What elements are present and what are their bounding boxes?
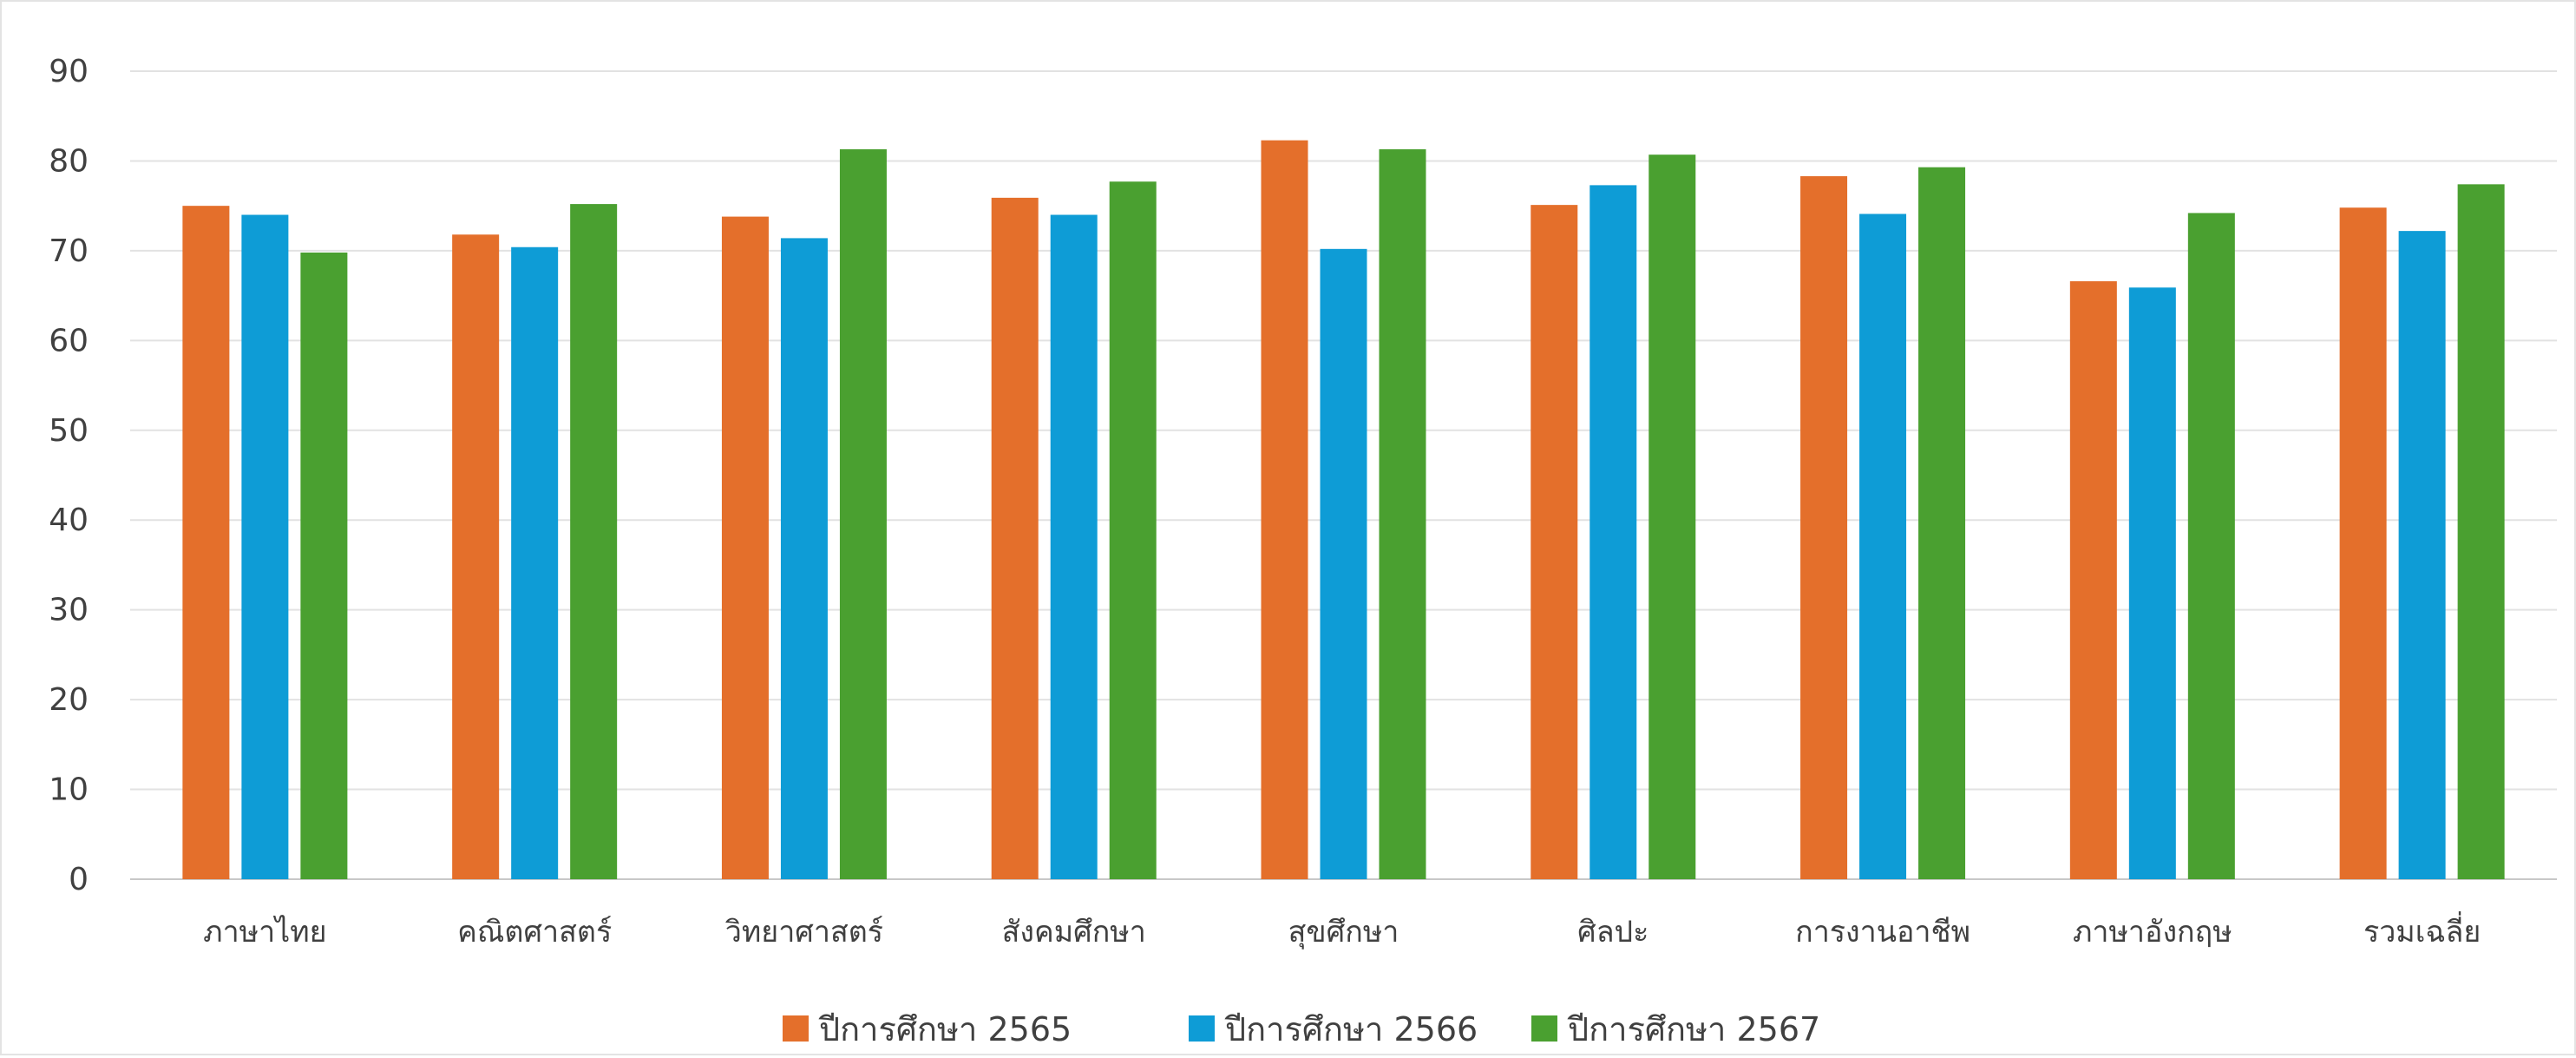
- legend-label: ปีการศึกษา 2565: [818, 1010, 1072, 1048]
- bar: [182, 206, 230, 879]
- legend-label: ปีการศึกษา 2566: [1224, 1010, 1478, 1048]
- bar: [241, 214, 289, 879]
- legend-item: ปีการศึกษา 2567: [1531, 1010, 1820, 1048]
- x-axis-ticks: ภาษาไทย คณิตศาสตร์ วิทยาศาสตร์ สังคมศึกษา สุ…: [203, 911, 2481, 950]
- x-tick-label: วิทยาศาสตร์: [725, 915, 883, 950]
- x-tick-label: รวมเฉลี่ย: [2363, 911, 2481, 950]
- y-tick-label: 50: [49, 413, 88, 449]
- bar: [1531, 205, 1578, 880]
- bar: [1050, 214, 1098, 879]
- bar: [721, 216, 769, 879]
- y-tick-label: 80: [49, 143, 88, 179]
- legend-label: ปีการศึกษา 2567: [1567, 1010, 1820, 1048]
- x-tick-label: การงานอาชีพ: [1795, 915, 1970, 950]
- bar: [1859, 214, 1907, 879]
- bar: [2457, 184, 2505, 880]
- legend-swatch: [1531, 1015, 1557, 1042]
- bar: [2187, 213, 2235, 880]
- legend-item: ปีการศึกษา 2565: [783, 1010, 1072, 1048]
- bar: [1800, 176, 1848, 879]
- x-tick-label: คณิตศาสตร์: [457, 915, 612, 950]
- bars: [182, 140, 2505, 880]
- x-tick-label: ภาษาอังกฤษ: [2073, 915, 2232, 950]
- y-axis-ticks: 0 10 20 30 40 50 60 70 80 90: [49, 54, 88, 897]
- bar: [839, 148, 887, 879]
- y-tick-label: 10: [49, 772, 88, 808]
- bar: [1649, 154, 1696, 879]
- legend-swatch: [1189, 1015, 1215, 1042]
- bar: [570, 204, 618, 879]
- legend-swatch: [783, 1015, 809, 1042]
- bar: [452, 234, 500, 879]
- bar: [2069, 281, 2117, 879]
- bar: [2128, 287, 2176, 879]
- bar: [1261, 140, 1308, 879]
- x-tick-label: สังคมศึกษา: [1002, 915, 1146, 950]
- bar: [1379, 148, 1426, 879]
- legend-item: ปีการศึกษา 2566: [1189, 1010, 1478, 1048]
- bar: [780, 238, 828, 879]
- y-tick-label: 0: [69, 862, 88, 897]
- x-tick-label: สุขศึกษา: [1288, 915, 1399, 950]
- x-tick-label: ศิลปะ: [1577, 915, 1649, 950]
- bar: [511, 246, 559, 879]
- bar: [1109, 181, 1157, 879]
- y-tick-label: 20: [49, 682, 88, 718]
- bar: [300, 252, 348, 879]
- y-tick-label: 70: [49, 233, 88, 269]
- bar: [2339, 207, 2387, 880]
- x-tick-label: ภาษาไทย: [203, 915, 326, 950]
- bar: [1918, 167, 1966, 880]
- y-tick-label: 30: [49, 593, 88, 628]
- legend: ปีการศึกษา 2565 ปีการศึกษา 2566 ปีการศึกษา…: [783, 1010, 1820, 1048]
- y-tick-label: 40: [49, 503, 88, 538]
- bar: [1320, 248, 1367, 879]
- bar: [1590, 185, 1637, 879]
- y-tick-label: 60: [49, 323, 88, 358]
- y-tick-label: 90: [49, 54, 88, 89]
- bar: [2398, 231, 2446, 879]
- bar: [991, 197, 1039, 879]
